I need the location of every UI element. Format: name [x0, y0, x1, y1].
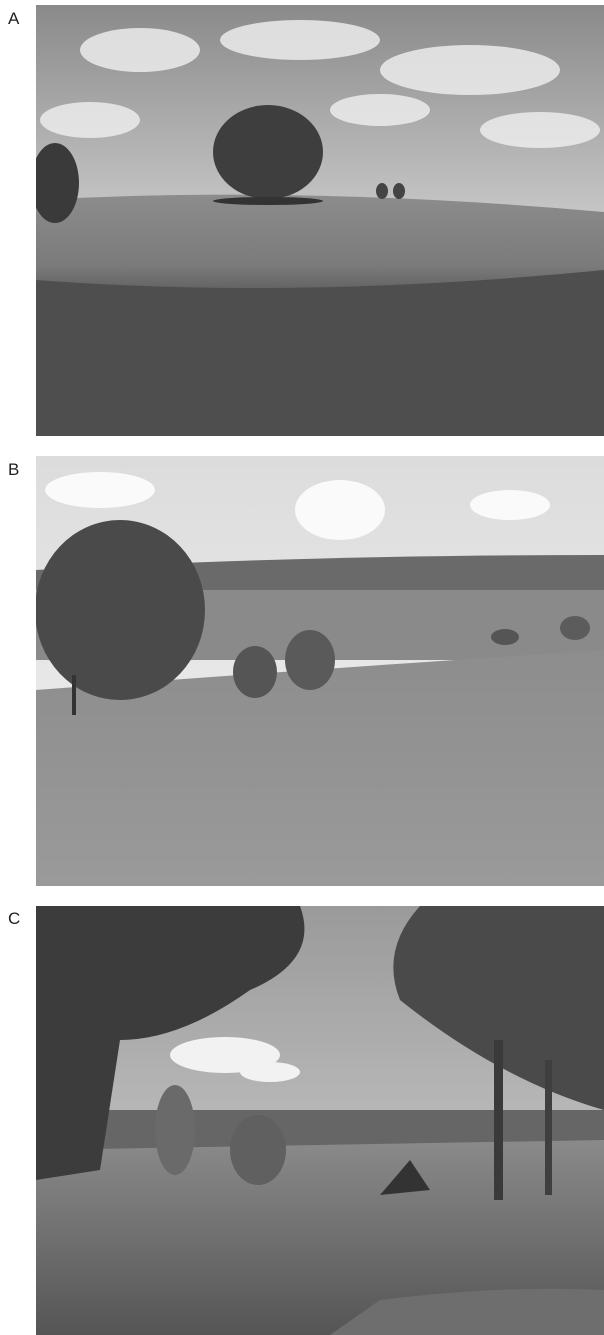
panel-label: A: [8, 9, 20, 28]
panel-label: B: [8, 460, 19, 479]
panel-label: C: [8, 909, 20, 928]
figure: A B C: [0, 0, 604, 1335]
photo: [36, 906, 604, 1335]
page: A B C: [0, 0, 604, 1335]
photo: [31, 5, 604, 436]
photo: [35, 456, 604, 886]
